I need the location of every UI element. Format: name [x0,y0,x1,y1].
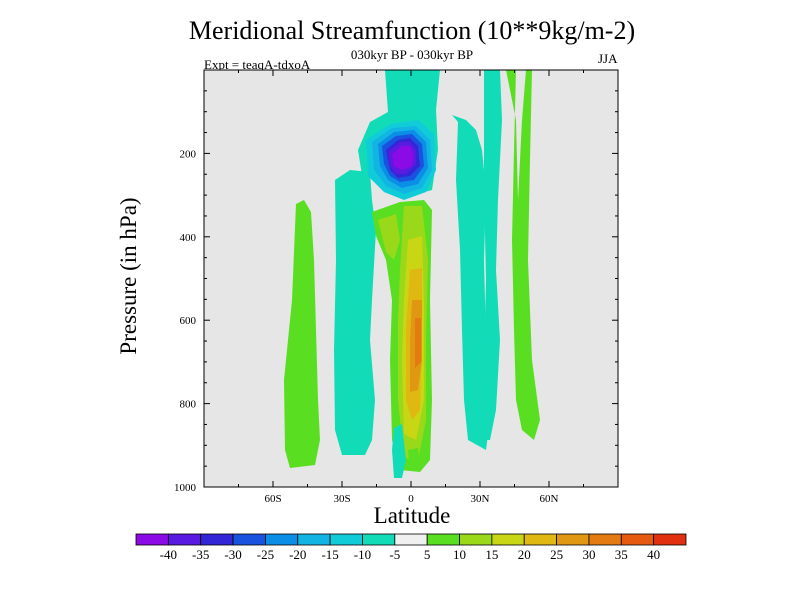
colorbar-swatch [135,533,169,546]
y-tick-label: 800 [180,399,197,411]
colorbar-swatch [491,533,525,546]
colorbar-label: -10 [354,547,371,562]
colorbar-label: 20 [518,547,531,562]
colorbar-swatch [620,533,655,546]
colorbar-swatch [459,533,493,546]
contour-pos10 [378,214,400,260]
y-tick-label: 1000 [174,482,197,494]
contour-fills [284,70,540,478]
colorbar-swatch [297,533,331,546]
y-tick-label: 400 [180,232,197,244]
season-label: JJA [598,51,618,66]
contour-neg5-right2 [478,70,502,440]
colorbar-label: -20 [289,547,306,562]
x-tick-label: 60N [540,493,559,505]
colorbar-swatch [167,533,202,546]
colorbar-swatch [394,533,428,546]
x-tick-label: 0 [408,493,414,505]
x-axis-label: Latitude [373,503,451,528]
colorbar-label: -40 [160,547,177,562]
colorbar-label: 40 [647,547,660,562]
colorbar-label: 30 [582,547,595,562]
contour-neg5-right1 [452,115,490,450]
colorbar-swatch [232,533,266,546]
colorbar-swatch [653,533,687,546]
colorbar-label: -5 [389,547,400,562]
x-tick-label: 60S [264,493,281,505]
colorbar-swatch [426,533,460,546]
colorbar-label: 10 [453,547,466,562]
colorbar: -40 -35 -30 -25 -20 -15 -10 -5 5 10 15 20 25 30 35 40 [135,533,687,562]
contour-pos30 [415,318,421,368]
chart-title: Meridional Streamfunction (10**9kg/m-2) [188,16,636,45]
chart-subtitle: 030kyr BP - 030kyr BP [350,47,474,62]
colorbar-label: -15 [321,547,338,562]
contour-neg40 [392,146,414,170]
contour-pos5-right [506,70,540,440]
colorbar-swatch [329,533,363,546]
x-tick-label: 30N [471,493,490,505]
colorbar-swatch [200,533,234,546]
colorbar-swatch [556,533,590,546]
y-axis: 200 400 600 800 1000 [174,90,618,494]
colorbar-swatch [362,533,396,546]
experiment-label: Expt = teaqA-tdxoA [204,57,311,72]
colorbar-label: -35 [192,547,209,562]
colorbar-swatch [588,533,622,546]
colorbar-label: -25 [257,547,274,562]
y-tick-label: 200 [180,148,197,160]
colorbar-swatch [265,533,299,546]
x-tick-label: 30S [333,493,350,505]
contour-pos5-left [284,200,320,468]
contour-neg5-band [334,170,376,455]
y-tick-label: 600 [180,315,197,327]
colorbar-label: 35 [615,547,628,562]
colorbar-label: 25 [550,547,563,562]
x-axis: 60S 30S 0 30N 60N [238,70,584,505]
contour-neg5-bottom [392,424,406,478]
colorbar-label: -30 [224,547,241,562]
colorbar-label: 15 [485,547,498,562]
contour-pos5-bottom [408,448,420,470]
colorbar-label: 5 [424,547,431,562]
colorbar-swatch [523,533,557,546]
